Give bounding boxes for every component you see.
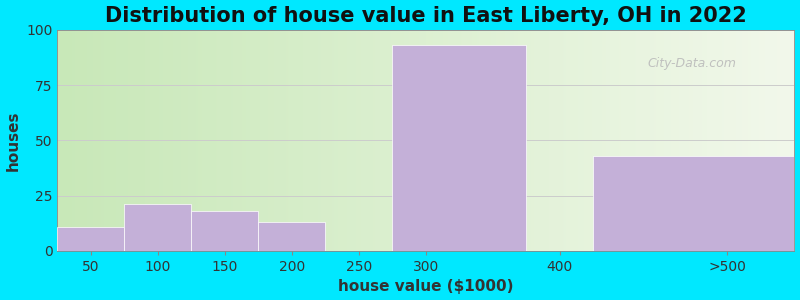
Y-axis label: houses: houses: [6, 110, 21, 171]
Bar: [124, 205, 191, 251]
X-axis label: house value ($1000): house value ($1000): [338, 279, 514, 294]
Bar: [58, 226, 124, 251]
Bar: [191, 211, 258, 251]
Bar: [594, 156, 794, 251]
Title: Distribution of house value in East Liberty, OH in 2022: Distribution of house value in East Libe…: [105, 6, 746, 26]
Bar: [392, 45, 526, 251]
Text: City-Data.com: City-Data.com: [647, 56, 736, 70]
Bar: [258, 222, 326, 251]
